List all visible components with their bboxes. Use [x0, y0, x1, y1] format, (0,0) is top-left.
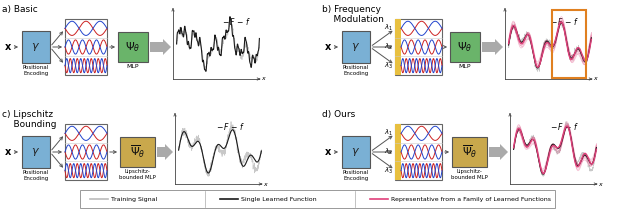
Text: $\lambda_1$: $\lambda_1$ — [384, 128, 393, 138]
Bar — [489, 147, 500, 157]
Text: $\mathbf{x}$: $\mathbf{x}$ — [4, 42, 12, 52]
Text: MLP: MLP — [127, 64, 140, 69]
Bar — [157, 147, 165, 157]
Text: Training Signal: Training Signal — [111, 196, 157, 202]
Text: $-\,F\,-\,f$: $-\,F\,-\,f$ — [550, 121, 580, 132]
Text: $\lambda_3$: $\lambda_3$ — [384, 61, 393, 71]
Text: $\lambda_3$: $\lambda_3$ — [384, 166, 393, 176]
Text: Positional
Encoding: Positional Encoding — [23, 170, 49, 181]
Text: x: x — [262, 77, 266, 81]
Bar — [80, 190, 555, 208]
Polygon shape — [500, 144, 508, 160]
Bar — [452, 137, 487, 167]
Bar — [175, 113, 265, 185]
Text: c) Lipschitz
    Bounding: c) Lipschitz Bounding — [2, 110, 56, 129]
Text: a) Basic: a) Basic — [2, 5, 38, 14]
Text: $\gamma$: $\gamma$ — [351, 41, 360, 53]
Bar — [120, 137, 155, 167]
Bar — [395, 124, 401, 180]
Text: $\Psi_\theta$: $\Psi_\theta$ — [457, 40, 473, 54]
Text: $\overline{\Psi}_\theta$: $\overline{\Psi}_\theta$ — [462, 144, 477, 160]
Bar — [510, 113, 600, 185]
Text: $\mathbf{x}$: $\mathbf{x}$ — [324, 42, 332, 52]
Bar — [342, 31, 370, 63]
Text: d) Ours: d) Ours — [322, 110, 355, 119]
Polygon shape — [165, 144, 173, 160]
Polygon shape — [495, 39, 503, 55]
Bar — [552, 10, 586, 78]
Bar — [173, 8, 263, 80]
Bar — [22, 31, 50, 63]
Bar — [150, 42, 163, 52]
Polygon shape — [163, 39, 171, 55]
Text: Lipschitz-
bounded MLP: Lipschitz- bounded MLP — [451, 169, 488, 180]
Bar — [450, 32, 480, 62]
Text: b) Frequency
    Modulation: b) Frequency Modulation — [322, 5, 384, 24]
Text: $-\,F\,-\,f$: $-\,F\,-\,f$ — [216, 121, 245, 132]
Bar — [65, 124, 107, 180]
Bar — [505, 8, 595, 80]
Text: $\mathbf{x}$: $\mathbf{x}$ — [324, 147, 332, 157]
Bar — [395, 19, 442, 75]
Bar — [482, 42, 495, 52]
Text: $\gamma$: $\gamma$ — [31, 146, 40, 158]
Bar — [395, 124, 442, 180]
Text: Lipschitz-
bounded MLP: Lipschitz- bounded MLP — [119, 169, 156, 180]
Text: Positional
Encoding: Positional Encoding — [343, 170, 369, 181]
Text: x: x — [598, 181, 602, 187]
Text: Positional
Encoding: Positional Encoding — [23, 65, 49, 76]
Bar — [118, 32, 148, 62]
Text: $\Psi_\theta$: $\Psi_\theta$ — [125, 40, 141, 54]
Bar — [65, 19, 107, 75]
Text: Single Learned Function: Single Learned Function — [241, 196, 317, 202]
Text: $\lambda_2$: $\lambda_2$ — [384, 42, 393, 52]
Text: $\gamma$: $\gamma$ — [351, 146, 360, 158]
Text: MLP: MLP — [459, 64, 471, 69]
Text: $\mathbf{x}$: $\mathbf{x}$ — [4, 147, 12, 157]
Text: $-\,F\,-\,f$: $-\,F\,-\,f$ — [223, 16, 252, 27]
Text: Positional
Encoding: Positional Encoding — [343, 65, 369, 76]
Text: Representative from a Family of Learned Functions: Representative from a Family of Learned … — [391, 196, 551, 202]
Bar — [342, 136, 370, 168]
Text: x: x — [264, 181, 268, 187]
Text: $\lambda_2$: $\lambda_2$ — [384, 147, 393, 157]
Text: x: x — [594, 77, 597, 81]
Text: $\overline{\Psi}_\theta$: $\overline{\Psi}_\theta$ — [130, 144, 145, 160]
Text: $\gamma$: $\gamma$ — [31, 41, 40, 53]
Text: $-\,F\,-\,f$: $-\,F\,-\,f$ — [550, 16, 579, 27]
Text: $\lambda_1$: $\lambda_1$ — [384, 23, 393, 33]
Bar — [22, 136, 50, 168]
Bar — [395, 19, 401, 75]
